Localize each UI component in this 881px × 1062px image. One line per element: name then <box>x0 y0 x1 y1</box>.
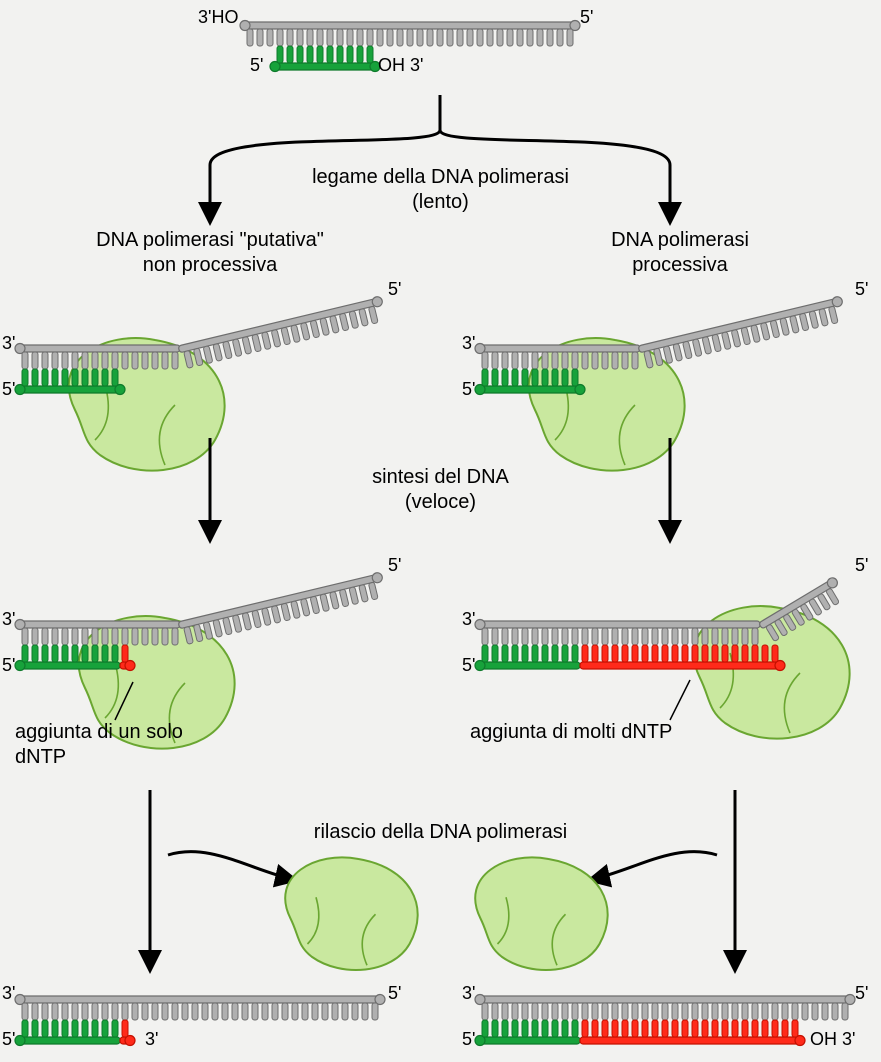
l2-left-5l: 5' <box>2 378 15 401</box>
bound-stage <box>475 296 847 471</box>
label-left-title1: DNA polimerasi "putativa" <box>20 228 400 253</box>
label-left-title2: non processiva <box>20 253 400 278</box>
l3-left-5r: 5' <box>388 554 401 577</box>
label-step2b: (veloce) <box>0 490 881 515</box>
l2-left-5r: 5' <box>388 278 401 301</box>
l2-right-5l: 5' <box>462 378 475 401</box>
label-right-title2: processiva <box>500 253 860 278</box>
label-top-5r: 5' <box>580 6 593 29</box>
l3-right-3l: 3' <box>462 608 475 631</box>
l4-left-3r: 3' <box>145 1028 158 1051</box>
final-right <box>475 995 855 1046</box>
label-step2a: sintesi del DNA <box>0 465 881 490</box>
l4-left-5r: 5' <box>388 982 401 1005</box>
l2-right-3l: 3' <box>462 332 475 355</box>
l3-left-3l: 3' <box>2 608 15 631</box>
l3-left-5l: 5' <box>2 654 15 677</box>
l4-right-5l: 5' <box>462 1028 475 1051</box>
bound-stage <box>15 296 387 471</box>
synth-right <box>475 576 850 739</box>
release <box>150 790 735 970</box>
l3-right-5r: 5' <box>855 554 868 577</box>
label-step3: rilascio della DNA polimerasi <box>0 820 881 845</box>
label-top-OH3: OH 3' <box>378 54 423 77</box>
l2-left-3l: 3' <box>2 332 15 355</box>
l4-right-5r: 5' <box>855 982 868 1005</box>
label-left-note: aggiunta di un solo dNTP <box>15 720 183 770</box>
label-right-note: aggiunta di molti dNTP <box>470 720 870 745</box>
l3-right-5l: 5' <box>462 654 475 677</box>
label-top-3HO: 3'HO <box>198 6 238 29</box>
label-step1a: legame della DNA polimerasi <box>0 165 881 190</box>
l4-right-3l: 3' <box>462 982 475 1005</box>
l4-left-5l: 5' <box>2 1028 15 1051</box>
diagram-root: 3'HO 5' 5' OH 3' legame della DNA polime… <box>0 0 881 1062</box>
label-step1b: (lento) <box>0 190 881 215</box>
l4-left-3l: 3' <box>2 982 15 1005</box>
final-left <box>15 995 385 1046</box>
label-right-title1: DNA polimerasi <box>500 228 860 253</box>
diagram-svg <box>0 0 881 1062</box>
label-top-5l: 5' <box>250 54 263 77</box>
l2-right-5r: 5' <box>855 278 868 301</box>
l4-right-OH3: OH 3' <box>810 1028 855 1051</box>
